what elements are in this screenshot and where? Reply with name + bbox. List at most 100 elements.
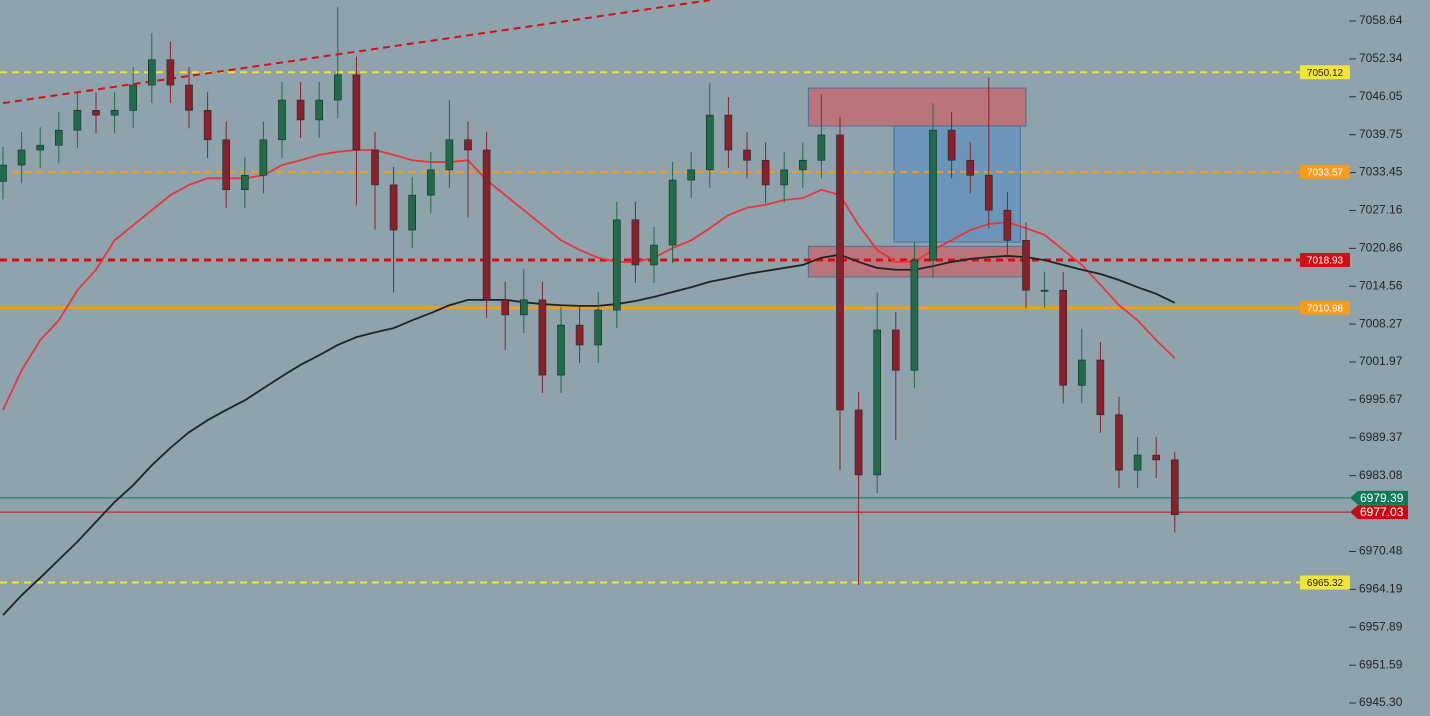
y-tick-label: 6964.19 <box>1359 582 1403 596</box>
price-tag <box>1350 490 1408 505</box>
price-tag <box>1300 65 1350 80</box>
candle-body <box>557 324 565 376</box>
y-tick-label: 7027.16 <box>1359 203 1403 217</box>
y-tick-label: 6989.37 <box>1359 430 1403 444</box>
candle-body <box>1115 414 1123 471</box>
candle-body <box>203 109 212 141</box>
candle-body <box>836 134 844 411</box>
y-tick-label: 7039.75 <box>1359 127 1403 141</box>
candle-body <box>575 324 584 346</box>
candle-body <box>278 99 286 141</box>
candle-body <box>222 139 230 191</box>
moving-average <box>2 149 1176 411</box>
price-tag-label: 6979.39 <box>1360 491 1404 505</box>
price-tag <box>1300 575 1350 590</box>
candle-body <box>650 244 658 266</box>
candle-body <box>296 99 305 121</box>
y-tick-label: 7033.45 <box>1359 165 1403 179</box>
price-tag-label: 6965.32 <box>1307 578 1344 589</box>
price-tag <box>1300 300 1350 315</box>
candle-body <box>798 159 807 171</box>
candle-body <box>92 109 100 116</box>
candle-body <box>612 219 621 311</box>
y-tick-label: 6945.30 <box>1359 695 1403 709</box>
candle-body <box>854 409 863 476</box>
candle-body <box>538 299 547 376</box>
candle-body <box>947 129 956 161</box>
candle-body <box>743 149 751 161</box>
candle-body <box>780 169 789 186</box>
candle-body <box>724 114 733 151</box>
position-zone <box>893 125 1021 243</box>
candle-body <box>389 184 398 231</box>
price-tag-label: 6977.03 <box>1360 505 1404 519</box>
y-tick-label: 7001.97 <box>1359 354 1403 368</box>
candle-body <box>1059 289 1067 386</box>
y-tick-label: 7008.27 <box>1359 316 1403 330</box>
candle-body <box>1040 289 1049 292</box>
candle-body <box>129 84 137 111</box>
candle-body <box>817 134 826 161</box>
candle-body <box>1171 459 1179 515</box>
candle-body <box>0 164 7 182</box>
candle-body <box>73 109 82 131</box>
candle-body <box>1096 359 1105 416</box>
candle-body <box>873 329 882 476</box>
candle-body <box>984 174 993 211</box>
candle-body <box>259 139 268 176</box>
candle-body <box>631 219 640 266</box>
candle-body <box>241 174 249 191</box>
y-tick-label: 7020.86 <box>1359 241 1403 255</box>
candle-body <box>408 194 417 231</box>
price-tag-label: 7010.98 <box>1307 303 1344 314</box>
candle-body <box>17 149 26 166</box>
candle-body <box>185 84 193 111</box>
candle-body <box>891 329 900 371</box>
candle-body <box>464 139 472 151</box>
candle-body <box>315 99 324 121</box>
y-tick-label: 7058.64 <box>1359 13 1403 27</box>
y-tick-label: 7046.05 <box>1359 89 1403 103</box>
y-tick-label: 6983.08 <box>1359 468 1403 482</box>
candle-body <box>54 129 63 146</box>
candle-body <box>668 179 677 246</box>
y-tick-label: 6970.48 <box>1359 544 1403 558</box>
candle-body <box>1152 454 1160 461</box>
candle-body <box>761 159 770 186</box>
candle-body <box>148 59 156 86</box>
candle-body <box>36 144 45 151</box>
candle-body <box>594 309 603 346</box>
y-tick-label: 6951.59 <box>1359 657 1403 671</box>
candle-body <box>687 169 696 181</box>
price-tag-label: 7033.57 <box>1307 167 1344 178</box>
candle-body <box>482 149 491 301</box>
candle-body <box>352 74 361 151</box>
candle-body <box>1078 359 1086 386</box>
price-tag-label: 7050.12 <box>1307 68 1344 79</box>
candle-body <box>966 159 975 176</box>
y-tick-label: 7052.34 <box>1359 51 1403 65</box>
candle-body <box>445 139 454 171</box>
candle-body <box>1133 454 1142 471</box>
candle-body <box>519 299 528 316</box>
price-tag-label: 7018.93 <box>1307 256 1344 267</box>
candle-body <box>501 299 510 316</box>
candle-body <box>371 149 379 186</box>
moving-average <box>2 253 1176 616</box>
price-tag <box>1350 505 1408 520</box>
price-tag <box>1300 164 1350 179</box>
y-tick-label: 6995.67 <box>1359 392 1403 406</box>
candle-body <box>929 129 937 261</box>
candle-body <box>705 114 714 171</box>
candle-body <box>166 59 175 86</box>
candle-body <box>1022 239 1030 291</box>
y-tick-label: 6957.89 <box>1359 619 1403 633</box>
candle-body <box>1003 209 1012 241</box>
y-tick-label: 7014.56 <box>1359 278 1403 292</box>
candle-body <box>110 109 119 116</box>
candle-body <box>333 74 342 101</box>
price-tag <box>1300 252 1350 267</box>
